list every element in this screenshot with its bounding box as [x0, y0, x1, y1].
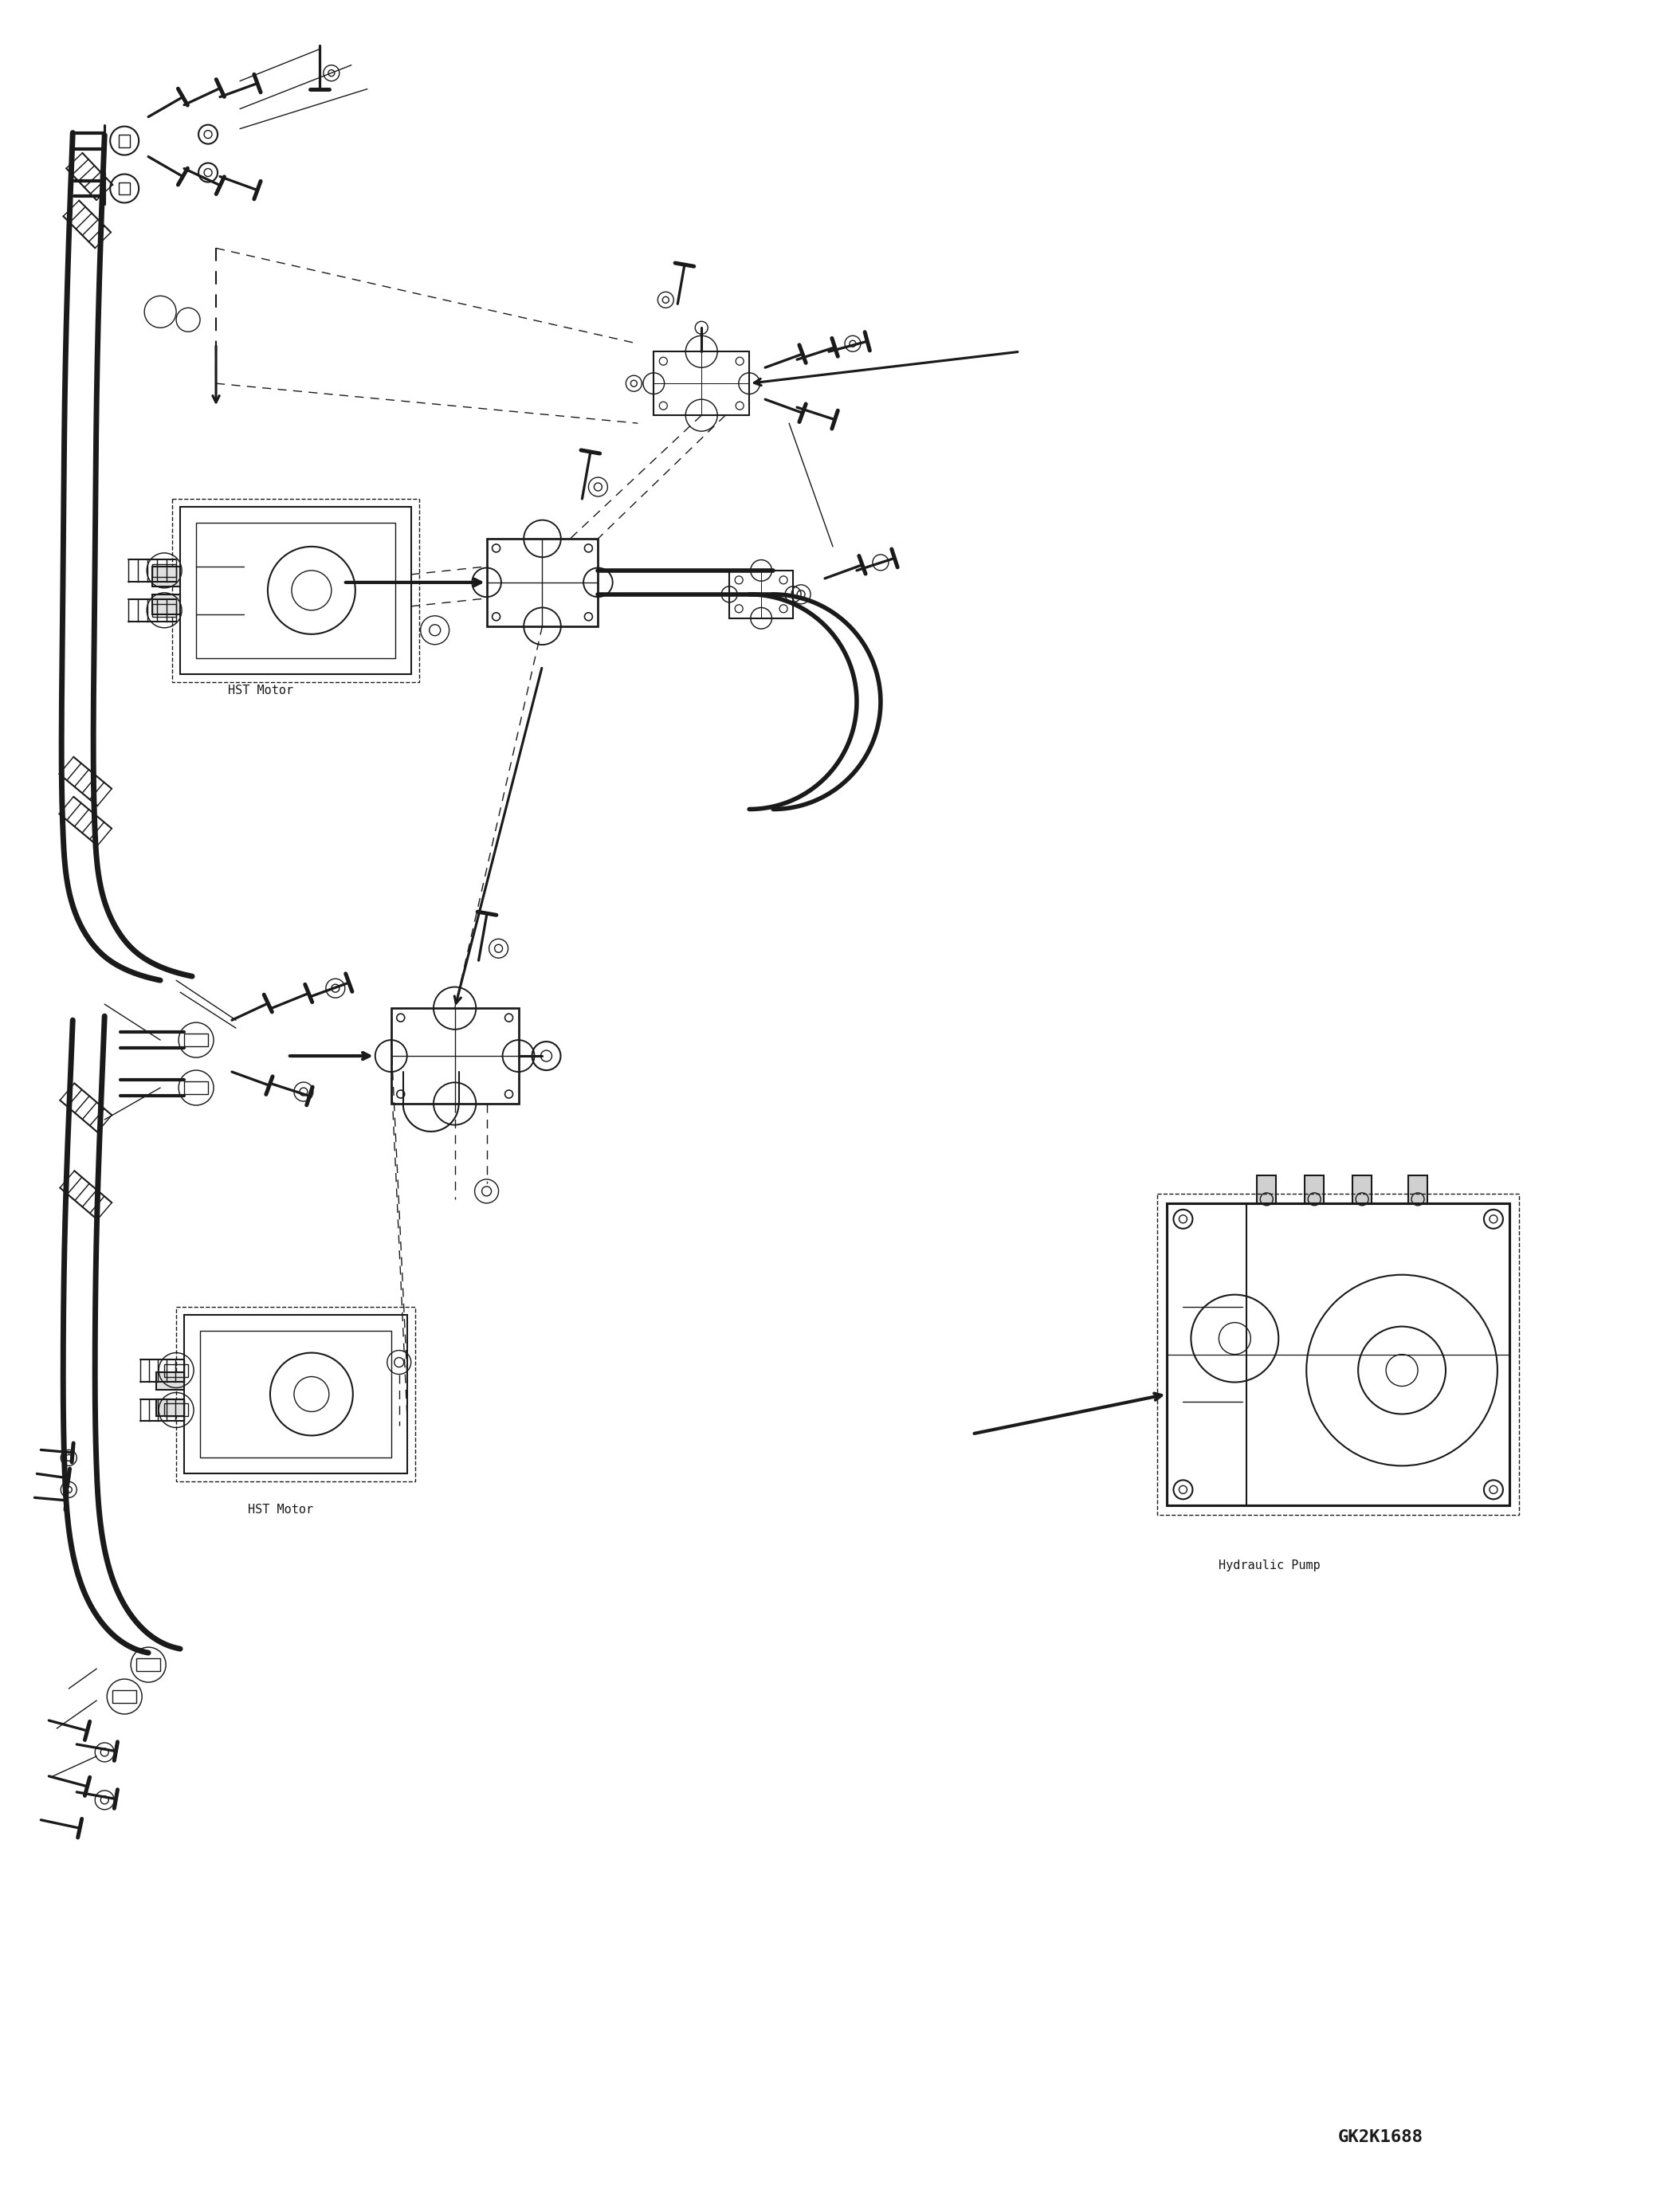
Bar	[153, 567, 180, 587]
Text: Hydraulic Pump: Hydraulic Pump	[1220, 1560, 1320, 1571]
Bar	[197, 523, 395, 659]
Bar	[1168, 1204, 1509, 1505]
Bar	[165, 1404, 188, 1417]
Bar	[200, 1331, 391, 1459]
Bar	[113, 1689, 136, 1703]
Bar	[173, 499, 418, 681]
Bar	[119, 134, 129, 147]
Bar	[165, 1364, 188, 1378]
Bar	[185, 1314, 407, 1474]
Text: GK2K1688: GK2K1688	[1339, 2129, 1423, 2146]
Bar	[1408, 1175, 1428, 1204]
Bar	[153, 565, 176, 578]
Bar	[185, 1033, 208, 1046]
Text: HST Motor: HST Motor	[249, 1505, 312, 1516]
Bar	[119, 182, 129, 196]
Bar	[185, 1081, 208, 1094]
Bar	[1158, 1193, 1519, 1516]
Bar	[156, 1399, 185, 1417]
Bar	[156, 1371, 185, 1389]
Bar	[729, 571, 793, 617]
Bar	[391, 1008, 519, 1103]
Bar	[487, 538, 598, 626]
Bar	[136, 1659, 160, 1672]
Bar	[153, 604, 176, 617]
Bar	[1352, 1175, 1371, 1204]
Text: HST Motor: HST Motor	[228, 683, 294, 696]
Bar	[180, 508, 412, 674]
Bar	[176, 1307, 415, 1481]
Bar	[153, 595, 180, 615]
Bar	[1257, 1175, 1277, 1204]
Bar	[1305, 1175, 1324, 1204]
Bar	[654, 352, 749, 415]
